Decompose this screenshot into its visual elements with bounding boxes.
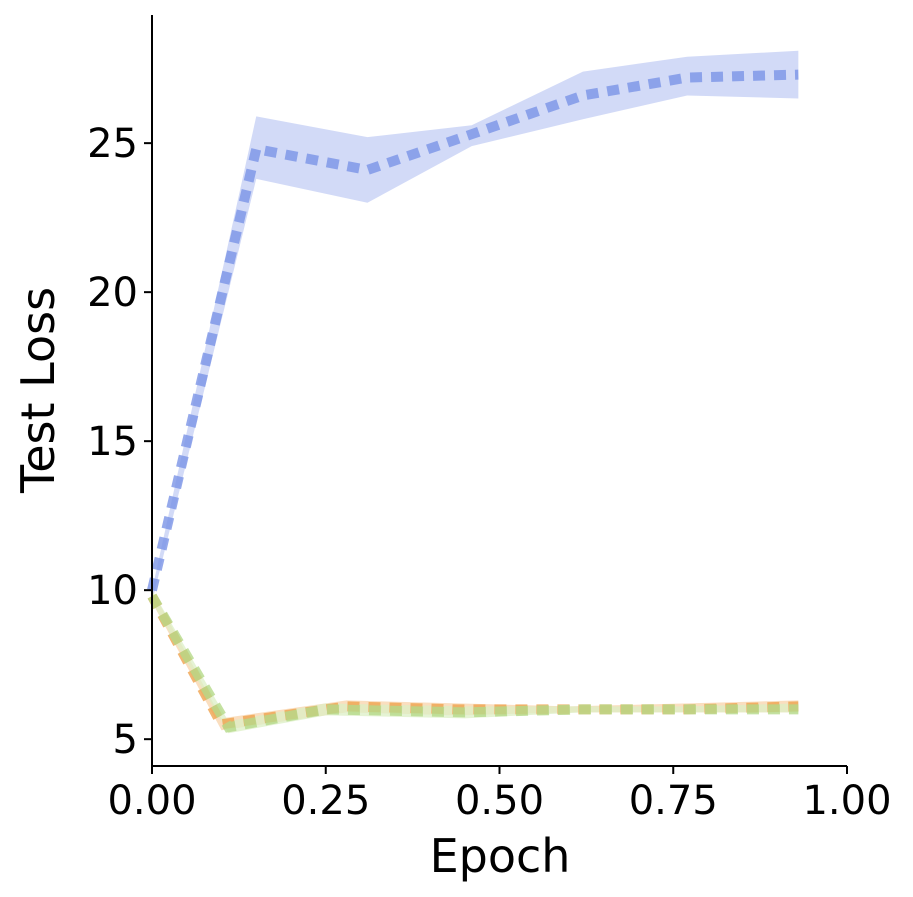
error-band bbox=[152, 50, 799, 603]
x-tick-label: 0.50 bbox=[455, 778, 544, 824]
x-tick-label: 0.25 bbox=[281, 778, 370, 824]
y-tick-label: 20 bbox=[87, 270, 138, 316]
y-tick-label: 10 bbox=[87, 568, 138, 614]
x-tick-label: 0.00 bbox=[107, 778, 196, 824]
x-axis-label: Epoch bbox=[430, 829, 571, 883]
x-tick-label: 0.75 bbox=[629, 778, 718, 824]
x-tick-label: 1.00 bbox=[802, 778, 891, 824]
y-tick-label: 5 bbox=[113, 717, 138, 763]
y-axis-label: Test Loss bbox=[11, 287, 65, 494]
line bbox=[147, 593, 799, 733]
line bbox=[147, 69, 799, 592]
y-tick-label: 15 bbox=[87, 419, 138, 465]
y-tick-label: 25 bbox=[87, 121, 138, 167]
